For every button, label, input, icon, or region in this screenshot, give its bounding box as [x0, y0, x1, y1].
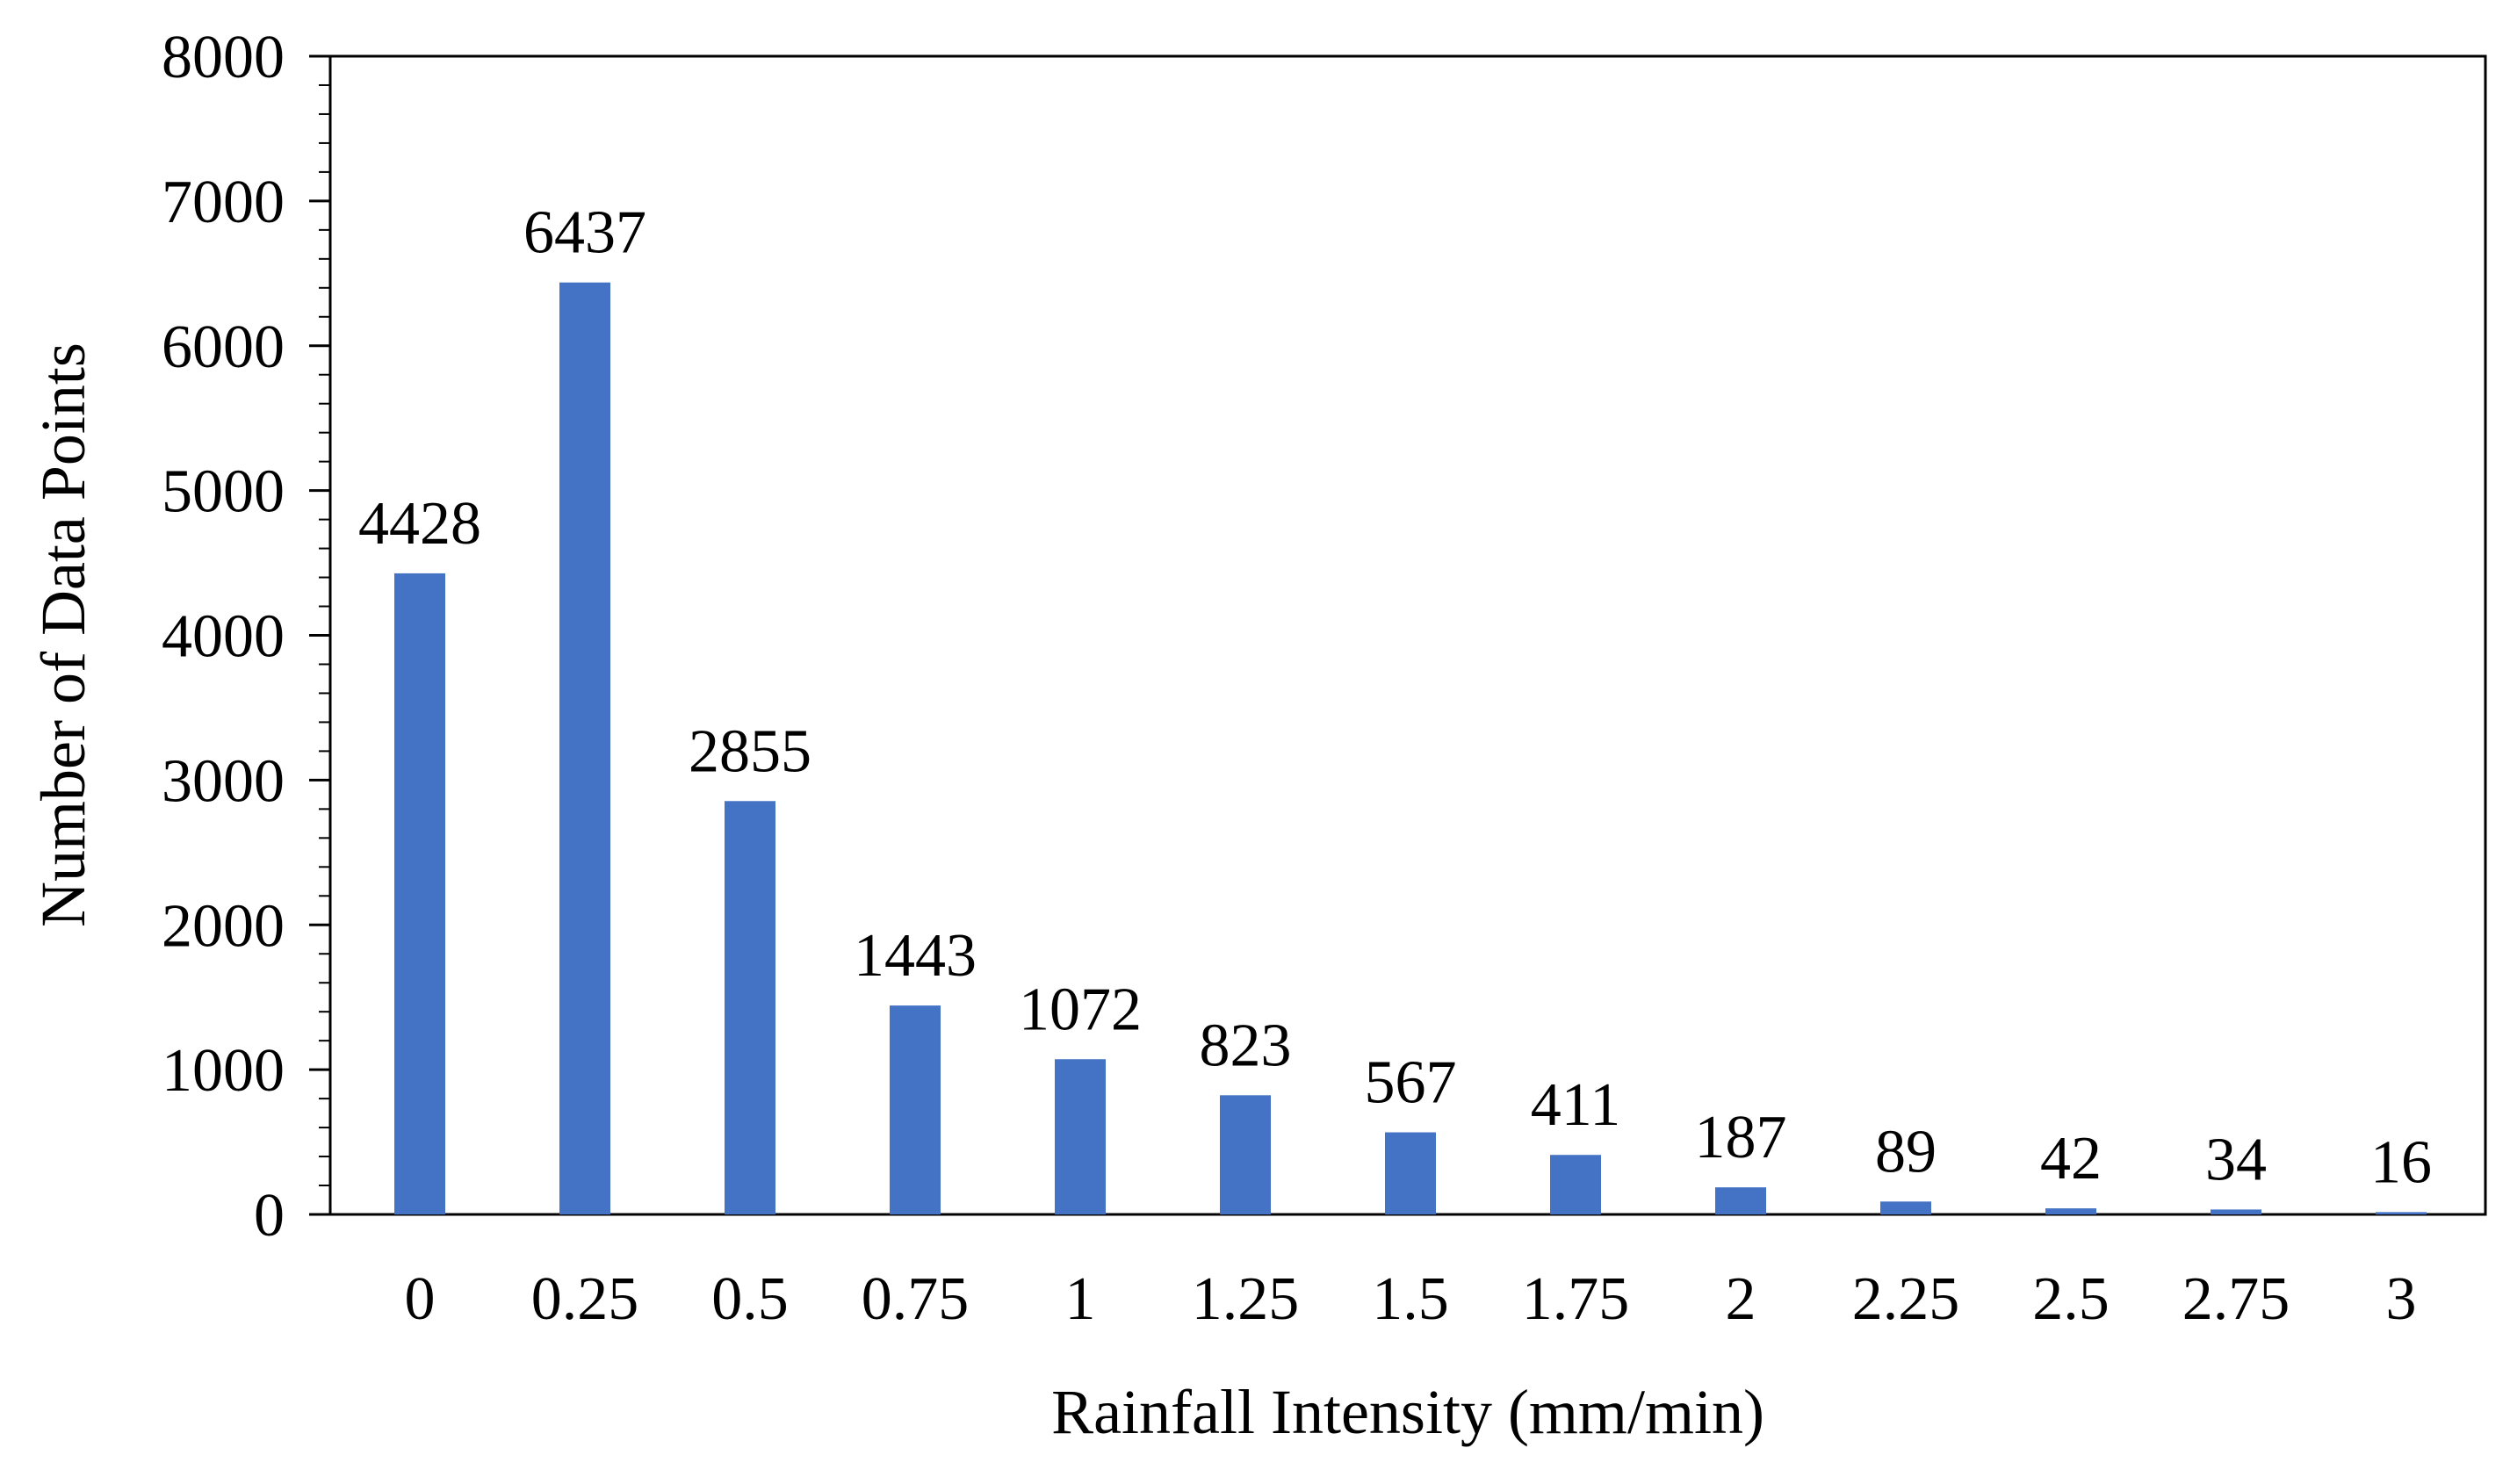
- data-labels: 4428 6437 2855 1443 1072 823 567 411 187 89 42 34 16: [358, 199, 2432, 1197]
- x-tick-label: 1.75: [1522, 1265, 1630, 1333]
- bar: [1055, 1059, 1106, 1214]
- y-tick-label: 5000: [162, 458, 285, 526]
- data-label: 89: [1875, 1118, 1937, 1185]
- bar: [725, 801, 775, 1214]
- data-label: 2855: [689, 717, 811, 785]
- data-label: 1443: [854, 922, 977, 990]
- bar: [1715, 1187, 1766, 1214]
- x-tick-label: 3: [2386, 1265, 2417, 1333]
- data-label: 187: [1695, 1104, 1787, 1171]
- bar: [2211, 1209, 2261, 1214]
- y-tick-label: 1000: [162, 1037, 285, 1105]
- y-tick-label: 7000: [162, 169, 285, 236]
- data-label: 16: [2370, 1128, 2432, 1196]
- y-tick-label: 4000: [162, 603, 285, 671]
- y-tick-label: 8000: [162, 24, 285, 91]
- data-label: 4428: [358, 490, 481, 558]
- x-tick-label: 1.5: [1372, 1265, 1449, 1333]
- bar: [394, 573, 445, 1214]
- data-label: 42: [2040, 1125, 2102, 1192]
- bar: [2376, 1212, 2427, 1214]
- bar: [559, 282, 610, 1215]
- x-tick-labels: 0 0.25 0.5 0.75 1 1.25 1.5 1.75 2 2.25 2.5 2.75 3: [405, 1265, 2417, 1333]
- bar: [2045, 1208, 2096, 1214]
- data-label: 1072: [1019, 976, 1142, 1043]
- x-axis-title: Rainfall Intensity (mm/min): [1051, 1377, 1764, 1447]
- y-tick-label: 0: [254, 1182, 285, 1250]
- x-tick-label: 0.5: [711, 1265, 789, 1333]
- data-label: 34: [2205, 1126, 2267, 1193]
- bar: [1880, 1201, 1931, 1214]
- x-tick-label: 2.25: [1852, 1265, 1960, 1333]
- bar: [1385, 1132, 1436, 1214]
- data-label: 411: [1531, 1071, 1620, 1139]
- x-tick-label: 1.25: [1192, 1265, 1300, 1333]
- bar: [1220, 1095, 1271, 1214]
- x-tick-label: 2.5: [2032, 1265, 2110, 1333]
- data-label: 567: [1365, 1049, 1457, 1117]
- y-tick-label: 6000: [162, 313, 285, 381]
- x-tick-label: 0: [405, 1265, 436, 1333]
- y-tick-labels: 0 1000 2000 3000 4000 5000 6000 7000 8000: [162, 24, 285, 1250]
- y-minor-ticks: [319, 83, 330, 1187]
- x-tick-label: 1: [1065, 1265, 1096, 1333]
- x-tick-label: 2.75: [2182, 1265, 2290, 1333]
- y-tick-label: 3000: [162, 747, 285, 815]
- bar: [890, 1005, 941, 1214]
- x-tick-label: 2: [1726, 1265, 1756, 1333]
- plot-frame: [328, 54, 2487, 1216]
- y-tick-label: 2000: [162, 892, 285, 960]
- bar: [1550, 1155, 1601, 1214]
- x-tick-label: 0.75: [862, 1265, 970, 1333]
- data-label: 823: [1200, 1012, 1292, 1079]
- data-label: 6437: [523, 199, 646, 267]
- y-axis-title: Number of Data Points: [28, 342, 98, 927]
- y-major-ticks: [309, 54, 330, 1216]
- x-tick-label: 0.25: [531, 1265, 639, 1333]
- bars: [394, 282, 2427, 1215]
